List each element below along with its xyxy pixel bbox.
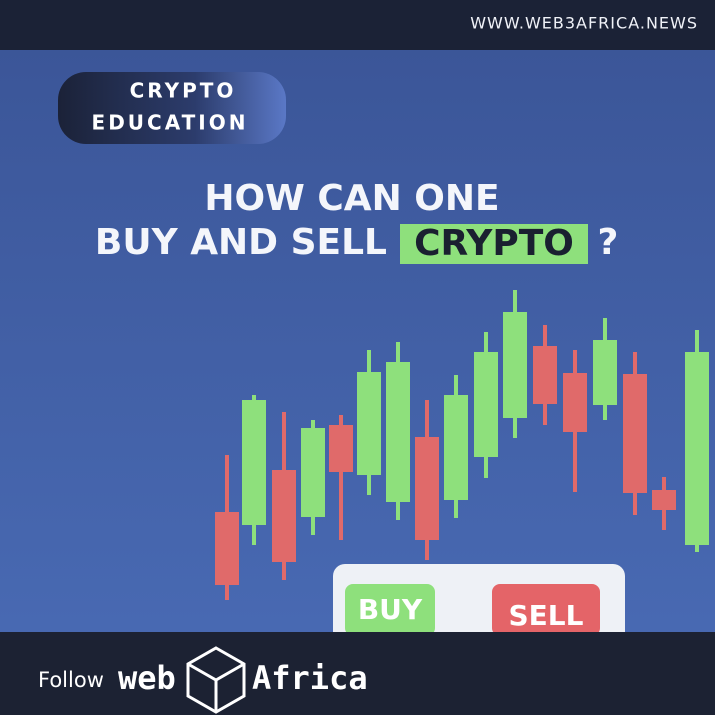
candle-body [685, 352, 709, 545]
candle-body [533, 346, 557, 404]
badge-line: CRYPTO [130, 79, 237, 103]
candle-body [593, 340, 617, 405]
buy-label: BUY [358, 593, 423, 626]
site-url: WWW.WEB3AFRICA.NEWS [470, 14, 698, 33]
badge [58, 72, 286, 144]
headline: BUY AND SELL [95, 222, 387, 263]
candle-body [444, 395, 468, 500]
highlight-box [400, 224, 588, 264]
headline-mark: ? [598, 222, 619, 263]
buy-button[interactable] [345, 584, 435, 636]
candle-body [329, 425, 353, 472]
candle-body [503, 312, 527, 418]
candle-body [215, 512, 239, 585]
candle-body [357, 372, 381, 475]
candle-body [563, 373, 587, 432]
candlesticks [215, 290, 709, 600]
candle-body [652, 490, 676, 510]
logo-text: Africa [252, 659, 368, 697]
footer [0, 632, 715, 715]
candle-body [301, 428, 325, 517]
badge-line: EDUCATION [92, 111, 249, 135]
top-bar [0, 0, 715, 50]
sell-button[interactable] [492, 584, 600, 636]
headline: HOW CAN ONE [204, 178, 499, 219]
follow-text: Follow [38, 668, 104, 692]
logo-icon [186, 646, 246, 714]
sell-label: SELL [509, 599, 584, 632]
highlight-word: CRYPTO [414, 223, 574, 264]
candle-body [415, 437, 439, 540]
candle-body [623, 374, 647, 493]
candle-body [386, 362, 410, 502]
candle-body [272, 470, 296, 562]
candle-body [242, 400, 266, 525]
candle-body [474, 352, 498, 457]
logo-text: web [118, 659, 176, 697]
